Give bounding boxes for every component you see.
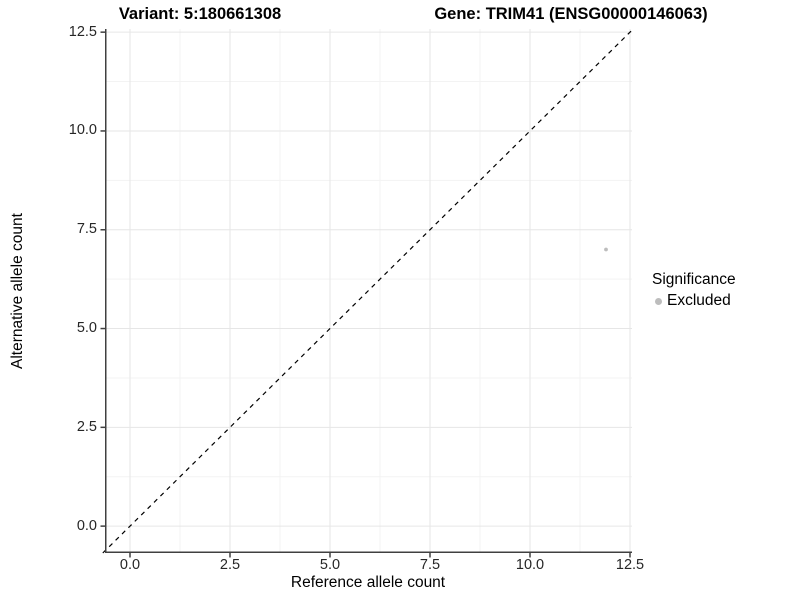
excluded-point-icon <box>655 297 662 305</box>
legend-item-label: Excluded <box>667 292 731 309</box>
legend: Significance Excluded <box>650 271 736 310</box>
y-tick-label: 12.5 <box>68 23 97 40</box>
y-tick-label: 7.5 <box>76 221 97 238</box>
y-tick-label: 5.0 <box>76 320 97 337</box>
y-tick-label: 10.0 <box>68 122 97 139</box>
x-tick-label: 12.5 <box>615 557 645 573</box>
variant-title: Variant: 5:180661308 <box>118 5 282 23</box>
scatter-plot-canvas <box>100 28 634 558</box>
x-tick-label: 0.0 <box>119 557 141 573</box>
y-tick-label: 0.0 <box>76 517 97 534</box>
x-tick-label: 2.5 <box>219 557 241 573</box>
identity-dashed-line <box>102 28 634 554</box>
x-tick-label: 10.0 <box>515 557 545 573</box>
y-tick-label: 2.5 <box>76 418 97 435</box>
legend-item-excluded: Excluded <box>650 292 736 310</box>
legend-title: Significance <box>652 271 736 288</box>
x-tick-label: 7.5 <box>419 557 441 573</box>
legend-key <box>650 293 667 310</box>
x-axis-title: Reference allele count <box>290 574 446 591</box>
x-tick-label: 5.0 <box>319 557 341 573</box>
plot-panel <box>100 28 634 558</box>
gene-title: Gene: TRIM41 (ENSG00000146063) <box>434 5 708 23</box>
data-point-excluded <box>604 247 608 252</box>
y-axis-title: Alternative allele count <box>9 213 26 369</box>
